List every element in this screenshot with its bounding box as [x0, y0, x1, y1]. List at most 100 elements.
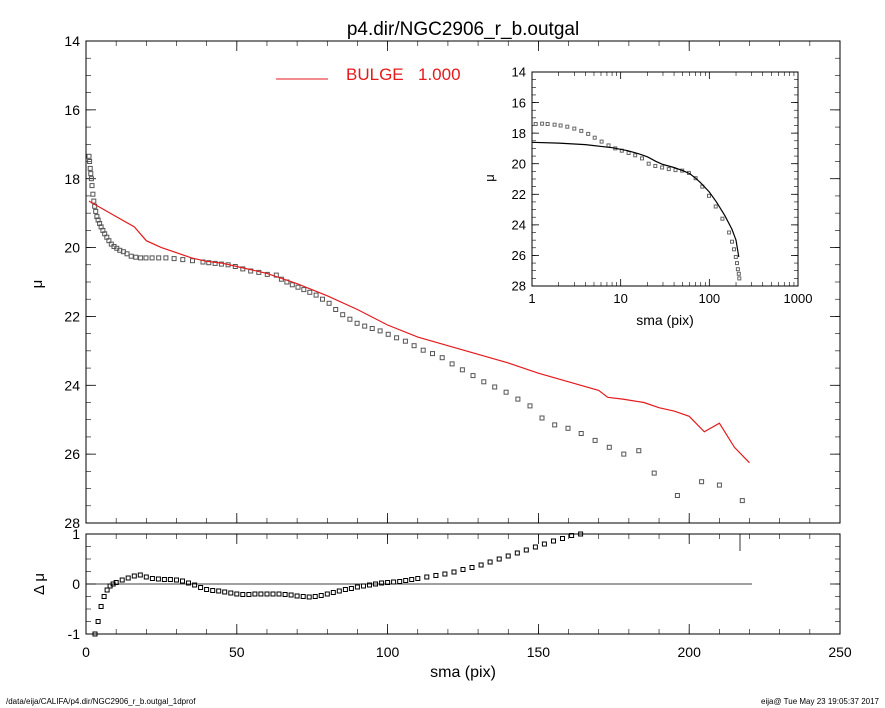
data-point: [730, 239, 734, 244]
data-point: [735, 267, 740, 272]
data-point: [379, 580, 385, 586]
data-point: [660, 165, 665, 170]
data-point: [505, 553, 511, 559]
inset-plot-panel: 1 10 100 1000 14 16 18 20 22 24 26 28 μ sma (pix): [482, 65, 812, 328]
x-tick-label: 0: [82, 644, 90, 660]
series-line: [531, 141, 740, 258]
data-point: [385, 331, 391, 337]
data-point: [449, 361, 455, 367]
data-point: [385, 580, 391, 585]
inset-plot-frame: [531, 71, 799, 287]
data-point: [218, 261, 224, 267]
y-tick-label: 1: [72, 526, 80, 542]
data-point: [326, 300, 332, 306]
data-point: [330, 590, 336, 595]
data-point: [143, 574, 149, 580]
data-point: [307, 289, 313, 295]
data-point: [113, 580, 119, 585]
data-point: [707, 193, 711, 198]
data-point: [481, 379, 487, 385]
data-point: [361, 583, 366, 589]
data-point: [163, 255, 169, 261]
data-point: [693, 176, 698, 181]
data-point: [133, 254, 139, 260]
data-point: [646, 161, 651, 166]
y-tick-label: 26: [64, 446, 80, 462]
data-point: [674, 493, 680, 498]
data-point: [699, 479, 705, 485]
data-point: [367, 582, 372, 588]
data-point: [539, 415, 545, 421]
data-point: [212, 260, 218, 266]
data-point: [565, 124, 570, 129]
data-point: [171, 256, 177, 262]
data-point: [192, 582, 198, 588]
data-point: [198, 585, 204, 590]
data-point: [727, 230, 732, 235]
data-point: [95, 619, 101, 624]
data-point: [391, 579, 397, 585]
data-point: [424, 574, 430, 580]
footer-file-path: /data/eija/CALIFA/p4.dir/NGC2906_r_b.out…: [6, 697, 196, 706]
data-point: [369, 326, 375, 331]
data-point: [716, 482, 722, 488]
data-point: [87, 165, 93, 171]
data-point: [264, 591, 270, 597]
data-point: [523, 547, 529, 553]
x-tick-label: 1: [528, 291, 535, 306]
data-point: [313, 292, 319, 298]
data-point: [342, 587, 348, 592]
main-y-axis-label: μ: [29, 280, 46, 289]
data-point: [545, 122, 550, 126]
data-point: [551, 538, 556, 544]
data-point: [216, 588, 222, 594]
data-point: [409, 577, 415, 582]
data-point: [131, 573, 137, 579]
data-point: [180, 257, 186, 263]
data-point: [294, 593, 300, 599]
data-point: [347, 316, 353, 322]
x-tick-label: 100: [698, 291, 720, 306]
data-point: [167, 577, 173, 582]
data-point: [666, 167, 671, 172]
data-point: [540, 121, 545, 126]
data-point: [515, 396, 521, 402]
data-point: [713, 204, 718, 209]
data-point: [246, 592, 252, 597]
data-point: [93, 208, 99, 214]
data-point: [651, 470, 657, 476]
data-point: [533, 122, 538, 126]
y-tick-label: 20: [64, 240, 80, 256]
data-point: [138, 255, 144, 261]
data-point: [430, 351, 435, 357]
data-point: [560, 536, 565, 541]
data-point: [306, 594, 312, 600]
data-point: [397, 579, 403, 584]
data-point: [88, 171, 94, 177]
data-point: [496, 556, 502, 562]
y-tick-label: 28: [64, 515, 80, 531]
data-point: [621, 451, 627, 457]
data-point: [88, 176, 94, 182]
data-point: [514, 550, 520, 556]
data-point: [295, 284, 301, 290]
data-point: [248, 268, 254, 274]
footer-timestamp: eija@ Tue May 23 19:05:37 2017: [761, 697, 879, 706]
data-point: [558, 123, 563, 128]
data-point: [180, 578, 185, 584]
data-point: [104, 587, 110, 593]
data-point: [186, 580, 191, 586]
data-point: [222, 589, 228, 595]
y-tick-label: 20: [512, 156, 526, 171]
data-point: [91, 198, 97, 204]
legend-label: BULGE: [346, 65, 404, 84]
data-point: [640, 156, 644, 161]
data-point: [125, 575, 131, 581]
data-point: [101, 594, 107, 599]
data-point: [143, 255, 149, 261]
data-point: [228, 590, 234, 596]
data-point: [737, 276, 742, 281]
data-point: [532, 544, 538, 550]
residual-y-axis-label: Δ μ: [31, 573, 48, 595]
residual-plot-frame: [85, 533, 841, 635]
